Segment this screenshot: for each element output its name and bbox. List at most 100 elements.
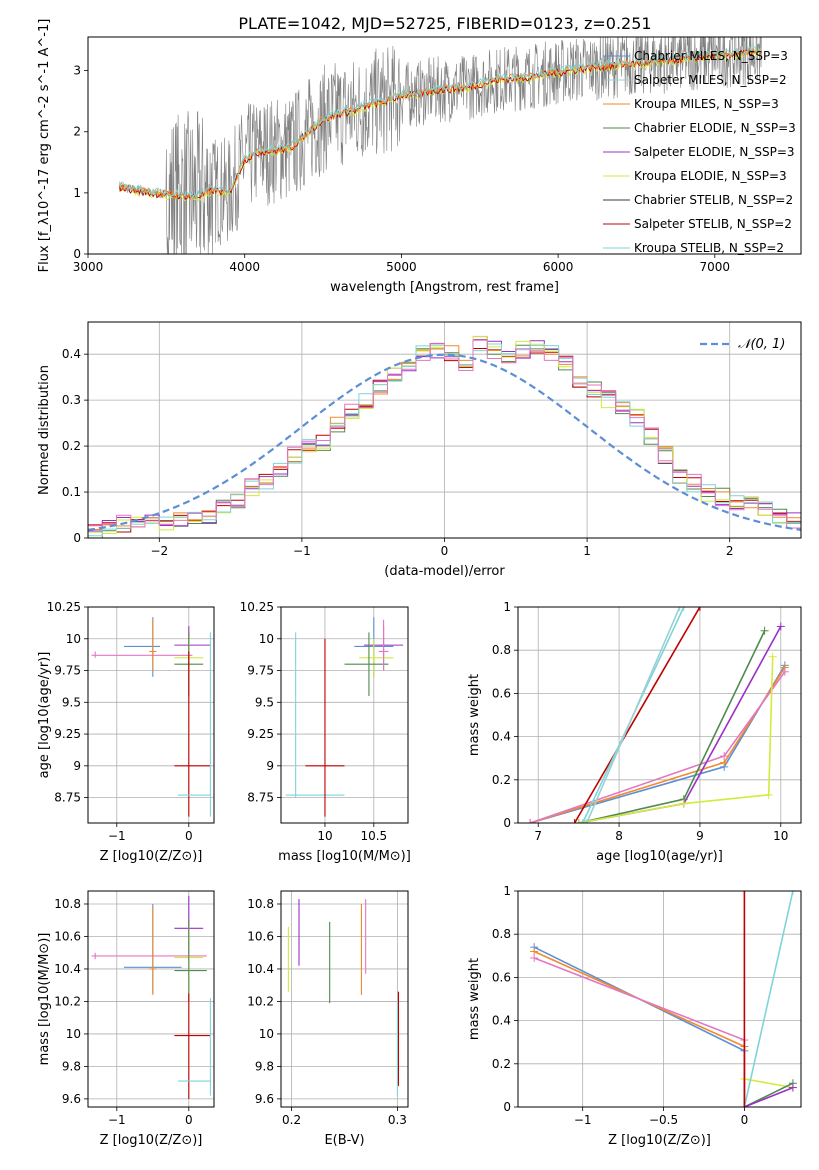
x-axis-label: (data-model)/error [384,564,505,579]
x-tick-label: 0 [185,1113,193,1127]
y-tick-label: 10 [259,632,274,646]
errorbar-point [378,619,389,671]
x-axis-label: Z [log10(Z/Z⊙)] [608,1133,711,1148]
legend-label: Chabrier MILES, N_SSP=3 [634,49,788,63]
y-tick-label: 9.8 [62,1059,81,1073]
panel-residuals: −2 −1 0 1 2 0 0.1 0.2 0.3 0.4 (data-model)/error No… [37,321,802,579]
y-tick-label: 0.2 [62,439,81,453]
y-tick-label: 3 [73,64,81,78]
weight-line-salpeter_miles [585,607,681,823]
y-axis-label: Flux [f_λ10^-17 erg cm^-2 s^-1 A^-1] [37,19,52,273]
y-tick-label: 9.6 [255,1092,274,1106]
y-tick-label: 9.25 [247,727,274,741]
y-tick-label: 9.75 [54,664,81,678]
x-tick-label: −2 [150,544,168,558]
weight-marker [740,1103,749,1107]
legend-label: Salpeter STELIB, N_SSP=2 [634,217,792,231]
y-tick-label: 10.8 [54,897,81,911]
y-tick-label: 9.6 [62,1092,81,1106]
y-tick-label: 0 [503,1100,511,1114]
y-axis-label: Normed distribution [37,365,52,495]
y-tick-label: 0.6 [492,686,511,700]
y-tick-label: 0.8 [492,643,511,657]
y-tick-label: 10.25 [47,600,81,614]
x-tick-label: 0.3 [388,1113,407,1127]
y-tick-label: 10 [66,632,81,646]
model-line-kroupa_stelib [118,46,762,199]
y-tick-label: 10.25 [240,600,274,614]
y-axis-label: age [log10(age/yr)] [37,652,52,779]
y-tick-label: 0 [503,816,511,830]
weight-marker [679,607,688,611]
axes-frame [87,890,215,1108]
errorbar-point [91,952,207,960]
y-tick-label: 9.75 [247,664,274,678]
panel-weight_vs_Z: −1 −0.5 0 0 0.2 0.4 0.6 0.8 1 Z [log10(Z/Z⊙)] mass… [467,884,802,1148]
errorbar-point [285,632,345,798]
x-axis-label: mass [log10(M/M⊙)] [278,849,411,864]
x-tick-label: −1 [108,1113,126,1127]
x-axis-label: Z [log10(Z/Z⊙)] [100,849,203,864]
y-tick-label: 10.2 [54,994,81,1008]
errorbar-point [149,619,157,671]
axes-frame [280,606,409,824]
y-tick-label: 0.2 [492,1057,511,1071]
panel-weight_vs_age: 7 8 9 10 0 0.2 0.4 0.6 0.8 1 age [log10(age/yr)] ma… [467,600,802,864]
legend-label: Chabrier STELIB, N_SSP=2 [634,193,793,207]
y-tick-label: 10 [66,1027,81,1041]
weight-marker [574,819,583,823]
x-tick-label: 0.2 [282,1113,301,1127]
y-tick-label: 0.4 [492,730,511,744]
x-tick-label: 9 [696,829,704,843]
y-tick-label: 9 [73,759,81,773]
panel-age_vs_Z: −1 0 8.75 9 9.25 9.5 9.75 10 10.25 Z [log10(Z/Z⊙)… [37,600,215,864]
y-axis-label: mass weight [467,958,482,1040]
y-tick-label: 0.8 [492,927,511,941]
x-axis-label: age [log10(age/yr)] [596,849,723,864]
y-tick-label: 1 [503,884,511,898]
axes-frame [280,890,409,1108]
x-axis-label: Z [log10(Z/Z⊙)] [100,1133,203,1148]
legend-label: Kroupa MILES, N_SSP=3 [634,97,779,111]
y-tick-label: 9.5 [62,695,81,709]
plot-area [285,617,404,817]
axes-frame [87,606,215,824]
y-tick-label: 10.4 [247,962,274,976]
errorbar-point [344,632,389,696]
weight-marker [675,607,684,611]
weight-line-salpeter_elodie [744,1086,794,1107]
x-tick-label: 6000 [543,260,574,274]
y-tick-label: 10.6 [54,929,81,943]
y-tick-label: 1 [503,600,511,614]
legend-label: Salpeter ELODIE, N_SSP=3 [634,145,795,159]
y-tick-label: 9.25 [54,727,81,741]
weight-marker [776,622,785,631]
x-tick-label: 10 [773,829,788,843]
y-tick-label: 10.2 [247,994,274,1008]
x-tick-label: 2 [726,544,734,558]
y-tick-label: 9.5 [255,695,274,709]
panel-spectrum: 3000 4000 5000 6000 7000 0 1 2 3 wavelength [Angs… [37,19,802,295]
weight-marker [760,626,769,635]
spectrum-legend: Chabrier MILES, N_SSP=3 Salpeter MILES, N… [603,49,796,255]
y-tick-label: 0 [73,531,81,545]
x-tick-label: 0 [185,829,193,843]
weight-marker [740,891,749,895]
x-tick-label: 0 [741,1113,749,1127]
x-tick-label: 10.5 [360,829,387,843]
axes-frame [517,606,802,824]
normal-legend-label: 𝒩(0, 1) [738,337,785,352]
weight-marker [578,819,587,823]
weight-marker [582,819,591,823]
weight-line-kroupa_elodie [744,1078,794,1089]
plot-area [530,891,797,1107]
y-tick-label: 0.1 [62,485,81,499]
panel-mass_vs_EBV: 0.2 0.3 9.6 9.8 10 10.2 10.4 10.6 10.8 E(B-V) [247,890,409,1148]
panel-mass_vs_Z: −1 0 9.6 9.8 10 10.2 10.4 10.6 10.8 Z [log10(Z/Z⊙… [37,890,215,1148]
axes-frame [87,36,802,255]
y-tick-label: 0.6 [492,970,511,984]
weight-marker [768,652,777,661]
x-tick-label: 7000 [700,260,731,274]
x-tick-label: 0 [441,544,449,558]
